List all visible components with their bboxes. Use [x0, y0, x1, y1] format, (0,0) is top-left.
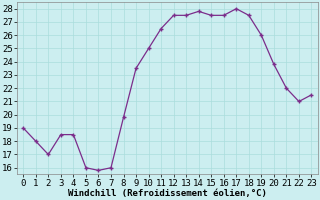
X-axis label: Windchill (Refroidissement éolien,°C): Windchill (Refroidissement éolien,°C)	[68, 189, 267, 198]
